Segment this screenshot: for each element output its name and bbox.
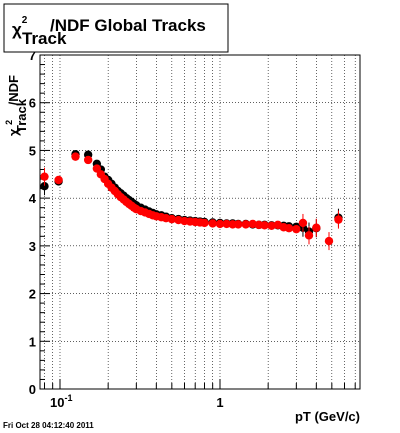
grid-lines xyxy=(40,55,360,389)
title-box xyxy=(3,3,229,53)
data-point xyxy=(167,214,177,224)
data-point xyxy=(54,175,63,185)
y-tick-label: 1 xyxy=(29,334,36,349)
data-point xyxy=(298,218,308,228)
x-tick-label: 1 xyxy=(216,395,223,410)
data-point xyxy=(241,220,251,229)
y-tick-label: 5 xyxy=(29,143,36,158)
y-tick-labels: 0 1 2 3 4 5 6 7 xyxy=(29,48,37,397)
data-point xyxy=(260,221,269,230)
y-axis-title-sub: Track xyxy=(14,98,29,133)
y-axis-title-suffix: /NDF xyxy=(6,75,21,105)
data-point xyxy=(234,220,243,229)
y-tick-label: 7 xyxy=(29,48,36,63)
y-axis-title-symbol: χ 2 xyxy=(4,120,21,136)
chart-title: χ2 xyxy=(12,15,28,39)
x-tick-label: 10-1 xyxy=(50,393,72,410)
axis-ticks xyxy=(40,64,356,390)
data-point xyxy=(292,224,301,234)
data-point xyxy=(284,224,294,233)
y-tick-label: 6 xyxy=(29,96,36,111)
title-text: /NDF Global Tracks xyxy=(50,16,206,35)
title-chi: χ xyxy=(12,20,22,39)
series-1 xyxy=(40,152,343,251)
data-point xyxy=(200,218,209,228)
x-tick-labels: 10-1 1 xyxy=(50,393,224,410)
title-sub: Track xyxy=(22,29,67,48)
y-tick-label: 4 xyxy=(29,191,37,206)
y-axis-title-chi: χ xyxy=(6,128,21,136)
y-axis-title: /NDF xyxy=(6,75,21,105)
data-point xyxy=(324,236,334,246)
data-point xyxy=(304,231,314,240)
y-tick-label: 3 xyxy=(29,239,36,254)
data-point xyxy=(40,172,49,181)
data-points xyxy=(40,150,343,251)
y-axis-title-sup: 2 xyxy=(4,120,14,125)
x-axis-title: pT (GeV/c) xyxy=(295,409,360,424)
y-tick-label: 2 xyxy=(29,287,36,302)
data-point xyxy=(334,215,343,224)
data-point xyxy=(222,219,231,229)
data-point xyxy=(248,219,257,229)
data-point xyxy=(312,223,321,232)
data-point xyxy=(71,152,80,161)
title-sup: 2 xyxy=(22,15,28,26)
data-point xyxy=(215,219,225,229)
data-point xyxy=(267,221,276,231)
data-point xyxy=(83,155,93,165)
y-tick-label: 0 xyxy=(29,382,36,397)
timestamp: Fri Oct 28 04:12:40 2011 xyxy=(3,421,94,430)
data-point xyxy=(208,219,217,228)
data-point xyxy=(40,182,49,191)
